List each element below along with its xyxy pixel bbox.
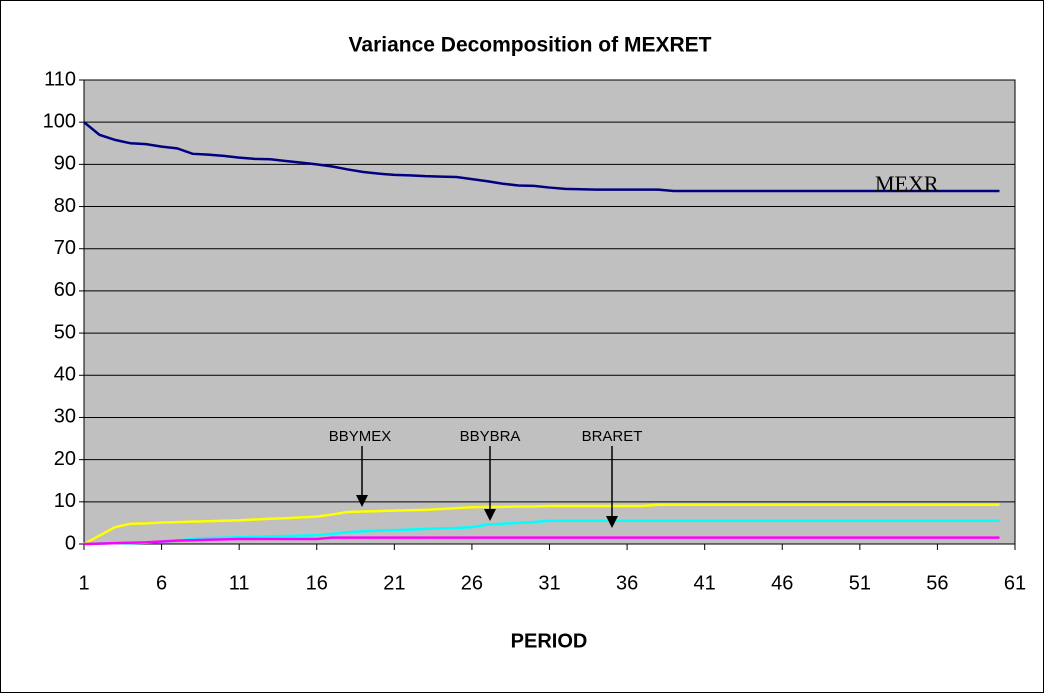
y-tick-label: 30: [54, 406, 76, 428]
y-tick-label: 70: [54, 237, 76, 259]
y-tick-label: 100: [43, 110, 76, 132]
x-tick-label: 51: [849, 572, 871, 594]
series-line: [83, 503, 1000, 546]
y-tick-label: 90: [54, 153, 76, 175]
x-tick-label: 16: [306, 572, 328, 594]
annotation: BRARET: [582, 428, 643, 445]
y-tick-label: 80: [54, 195, 76, 217]
chart-title: Variance Decomposition of MEXRET: [349, 34, 712, 57]
x-tick-label: 61: [1004, 572, 1026, 594]
y-tick-label: 0: [65, 532, 76, 554]
annotation: BBYMEX: [329, 428, 392, 445]
x-tick-label: 11: [229, 572, 250, 594]
y-tick-label: 50: [54, 321, 76, 343]
y-tick-label: 10: [54, 490, 76, 512]
annotation: BBYBRA: [460, 428, 521, 445]
annotation-arrowhead: [484, 509, 496, 521]
plot-area: [83, 79, 1016, 545]
annotation-arrowhead: [606, 516, 618, 528]
series-line: [83, 519, 1000, 546]
x-tick-label: 36: [616, 572, 638, 594]
annotation-arrowhead: [356, 495, 368, 507]
x-tick-label: 46: [771, 572, 793, 594]
x-tick-label: 6: [156, 572, 167, 594]
annotation: MEXR: [875, 171, 939, 196]
y-tick-label: 110: [44, 68, 76, 90]
x-tick-label: 41: [694, 572, 716, 594]
x-tick-label: 31: [538, 572, 560, 594]
series-line: [83, 536, 1000, 546]
y-tick-label: 60: [54, 279, 76, 301]
y-tick-label: 20: [54, 448, 76, 470]
y-tick-label: 40: [54, 364, 76, 386]
series-line: [83, 121, 1000, 193]
x-tick-label: 56: [926, 572, 948, 594]
x-axis-label: PERIOD: [511, 630, 588, 652]
x-tick-label: 1: [78, 572, 89, 594]
x-tick-label: 26: [461, 572, 483, 594]
x-tick-label: 21: [383, 572, 405, 594]
